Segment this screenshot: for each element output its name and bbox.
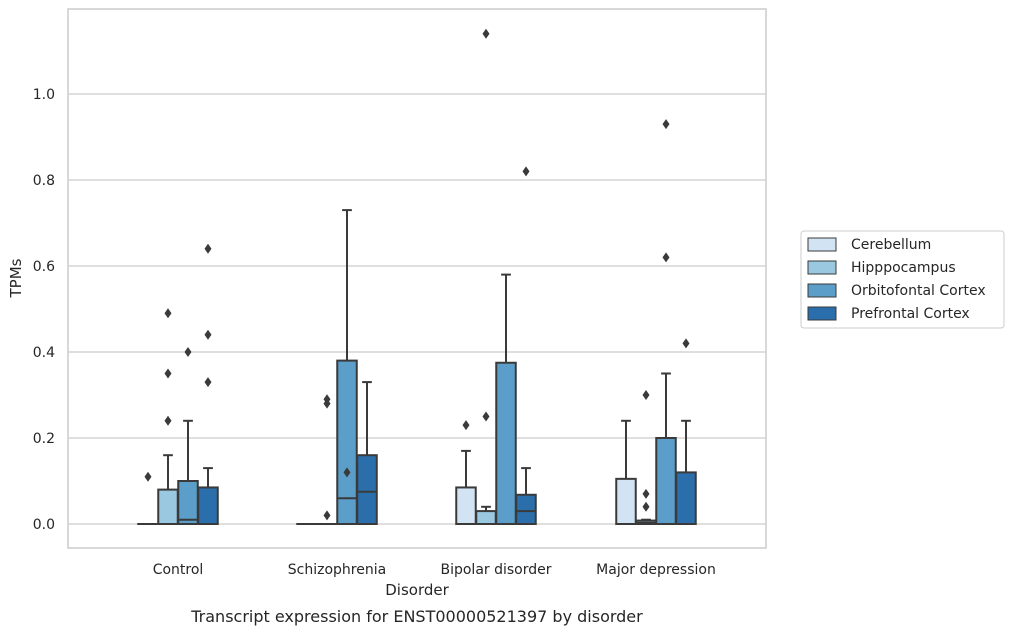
plot-frame — [67, 8, 767, 549]
box-body — [177, 480, 199, 525]
legend-swatch — [807, 237, 837, 252]
outlier-point — [642, 488, 650, 499]
box-body — [157, 488, 179, 526]
box-2-2 — [495, 273, 517, 525]
box-body — [455, 486, 477, 526]
legend-label: Hipppocampus — [851, 260, 956, 276]
box-0-3 — [615, 419, 637, 526]
outlier-point — [462, 420, 470, 431]
box-1-3 — [635, 390, 657, 525]
legend-frame — [800, 230, 1005, 329]
box-body — [515, 493, 537, 526]
outlier-point — [642, 390, 650, 400]
box-2-0 — [177, 347, 199, 525]
x-tick-label: Control — [153, 562, 204, 578]
box-body — [475, 510, 497, 526]
outlier-point — [522, 166, 530, 177]
y-tick-label: 0.2 — [33, 431, 55, 447]
legend-label: Orbitofontal Cortex — [851, 283, 986, 299]
x-axis-label: Disorder — [385, 581, 449, 599]
box-1-0 — [157, 308, 179, 526]
y-tick-label: 0.8 — [33, 173, 55, 189]
box-body — [615, 477, 637, 526]
box-body — [655, 437, 677, 525]
outlier-point — [144, 471, 152, 482]
y-tick-label: 0.4 — [33, 345, 55, 361]
box-3-1 — [356, 381, 378, 526]
y-axis-label: TPMs — [7, 258, 25, 298]
outlier-point — [164, 308, 172, 319]
legend-swatch — [807, 306, 837, 321]
box-0-0 — [137, 471, 159, 526]
box-3-2 — [515, 166, 537, 526]
box-1-2 — [475, 28, 497, 526]
outlier-point — [642, 501, 650, 512]
outlier-point — [204, 329, 212, 340]
box-2-3 — [655, 119, 677, 525]
box-body — [356, 454, 378, 526]
box-3-0 — [197, 243, 219, 526]
box-2-1 — [336, 209, 358, 525]
box-0-2 — [455, 420, 477, 526]
outlier-point — [323, 510, 331, 521]
box-body — [675, 471, 697, 525]
outlier-point — [662, 119, 670, 130]
outlier-point — [204, 377, 212, 388]
outlier-point — [164, 415, 172, 426]
box-body — [336, 359, 358, 525]
outlier-point — [184, 347, 192, 357]
legend: Cerebellum Hipppocampus Orbitofontal Corte… — [800, 230, 1005, 329]
outlier-point — [323, 394, 331, 405]
outlier-point — [204, 243, 212, 254]
outlier-point — [482, 28, 490, 39]
legend-label: Prefrontal Cortex — [851, 306, 970, 322]
box-1-1 — [316, 394, 338, 526]
legend-swatch — [807, 260, 837, 275]
y-tick-label: 0.0 — [33, 517, 55, 533]
outlier-point — [482, 411, 490, 422]
box-3-3 — [675, 338, 697, 525]
box-body — [197, 486, 219, 526]
y-tick-label: 1.0 — [33, 87, 55, 103]
outlier-point — [662, 252, 670, 263]
x-tick-labels: Control Schizophrenia Bipolar disorder Majo… — [153, 562, 716, 578]
legend-swatch — [807, 283, 837, 298]
x-tick-label: Major depression — [596, 562, 716, 578]
y-tick-labels: 0.0 0.2 0.4 0.6 0.8 1.0 — [33, 87, 55, 533]
outlier-point — [682, 338, 690, 349]
y-tick-label: 0.6 — [33, 259, 55, 275]
outlier-point — [343, 467, 351, 478]
box-body — [495, 361, 517, 525]
x-tick-label: Bipolar disorder — [440, 562, 551, 578]
x-tick-label: Schizophrenia — [288, 562, 386, 578]
figure-caption: Transcript expression for ENST0000052139… — [190, 607, 643, 626]
outlier-point — [164, 368, 172, 379]
plot-area-marks — [137, 28, 697, 526]
legend-label: Cerebellum — [851, 237, 931, 253]
